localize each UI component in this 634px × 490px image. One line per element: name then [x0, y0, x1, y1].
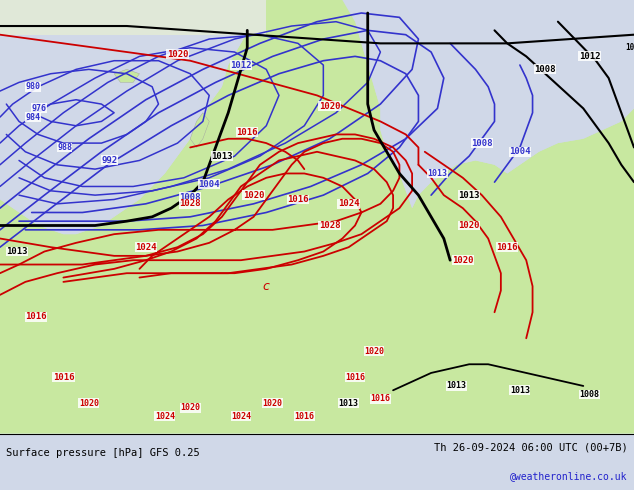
Text: 10: 10 [624, 43, 634, 52]
Text: 1016: 1016 [496, 243, 518, 252]
Text: 1016: 1016 [236, 127, 258, 137]
Text: 1020: 1020 [452, 256, 474, 265]
Text: 1028: 1028 [319, 221, 340, 230]
Text: 1020: 1020 [364, 347, 384, 356]
Text: 1008: 1008 [179, 193, 201, 202]
Polygon shape [0, 0, 266, 234]
Text: 1020: 1020 [79, 399, 99, 408]
Text: 1020: 1020 [319, 102, 340, 111]
Text: 1012: 1012 [230, 61, 252, 70]
Text: 1013: 1013 [211, 151, 233, 161]
Text: 1012: 1012 [579, 52, 600, 61]
Text: 992: 992 [101, 156, 117, 165]
Text: 1020: 1020 [243, 191, 264, 199]
Text: 988: 988 [57, 143, 72, 152]
Polygon shape [190, 113, 209, 147]
Text: 1024: 1024 [155, 412, 175, 421]
Text: 976: 976 [32, 104, 47, 113]
Text: 1024: 1024 [135, 243, 157, 252]
Polygon shape [0, 0, 634, 35]
Text: Th 26-09-2024 06:00 UTC (00+7B): Th 26-09-2024 06:00 UTC (00+7B) [434, 443, 628, 453]
Text: 980: 980 [25, 82, 41, 91]
Text: 984: 984 [25, 113, 41, 122]
Text: 1013: 1013 [339, 399, 359, 408]
Text: 1024: 1024 [231, 412, 251, 421]
Polygon shape [0, 0, 634, 434]
Text: 1020: 1020 [262, 399, 283, 408]
Text: 1013: 1013 [510, 386, 530, 394]
Text: 1016: 1016 [345, 373, 365, 382]
Text: c: c [263, 280, 269, 293]
Text: 1013: 1013 [446, 381, 467, 390]
Text: 1028: 1028 [179, 199, 201, 208]
Text: 1013: 1013 [458, 191, 480, 199]
Text: 1004: 1004 [509, 147, 531, 156]
Polygon shape [114, 70, 139, 82]
Text: 1024: 1024 [338, 199, 359, 208]
Text: 1004: 1004 [198, 180, 220, 189]
Text: Surface pressure [hPa] GFS 0.25: Surface pressure [hPa] GFS 0.25 [6, 448, 200, 458]
Text: 1016: 1016 [53, 373, 74, 382]
Polygon shape [342, 0, 634, 208]
Text: 1020: 1020 [458, 221, 480, 230]
Text: 1020: 1020 [180, 403, 200, 412]
Text: 1016: 1016 [294, 412, 314, 421]
Polygon shape [0, 199, 51, 434]
Text: 1008: 1008 [579, 390, 600, 399]
Text: 1008: 1008 [471, 139, 493, 147]
Text: 1016: 1016 [25, 312, 47, 321]
Text: 1016: 1016 [370, 394, 391, 403]
Text: 1013: 1013 [6, 247, 28, 256]
Text: 1016: 1016 [287, 195, 309, 204]
Text: @weatheronline.co.uk: @weatheronline.co.uk [510, 471, 628, 481]
Text: 1020: 1020 [167, 49, 188, 59]
Text: 1013: 1013 [427, 169, 448, 178]
Polygon shape [330, 0, 634, 35]
Text: 1008: 1008 [534, 65, 556, 74]
Polygon shape [0, 0, 266, 35]
